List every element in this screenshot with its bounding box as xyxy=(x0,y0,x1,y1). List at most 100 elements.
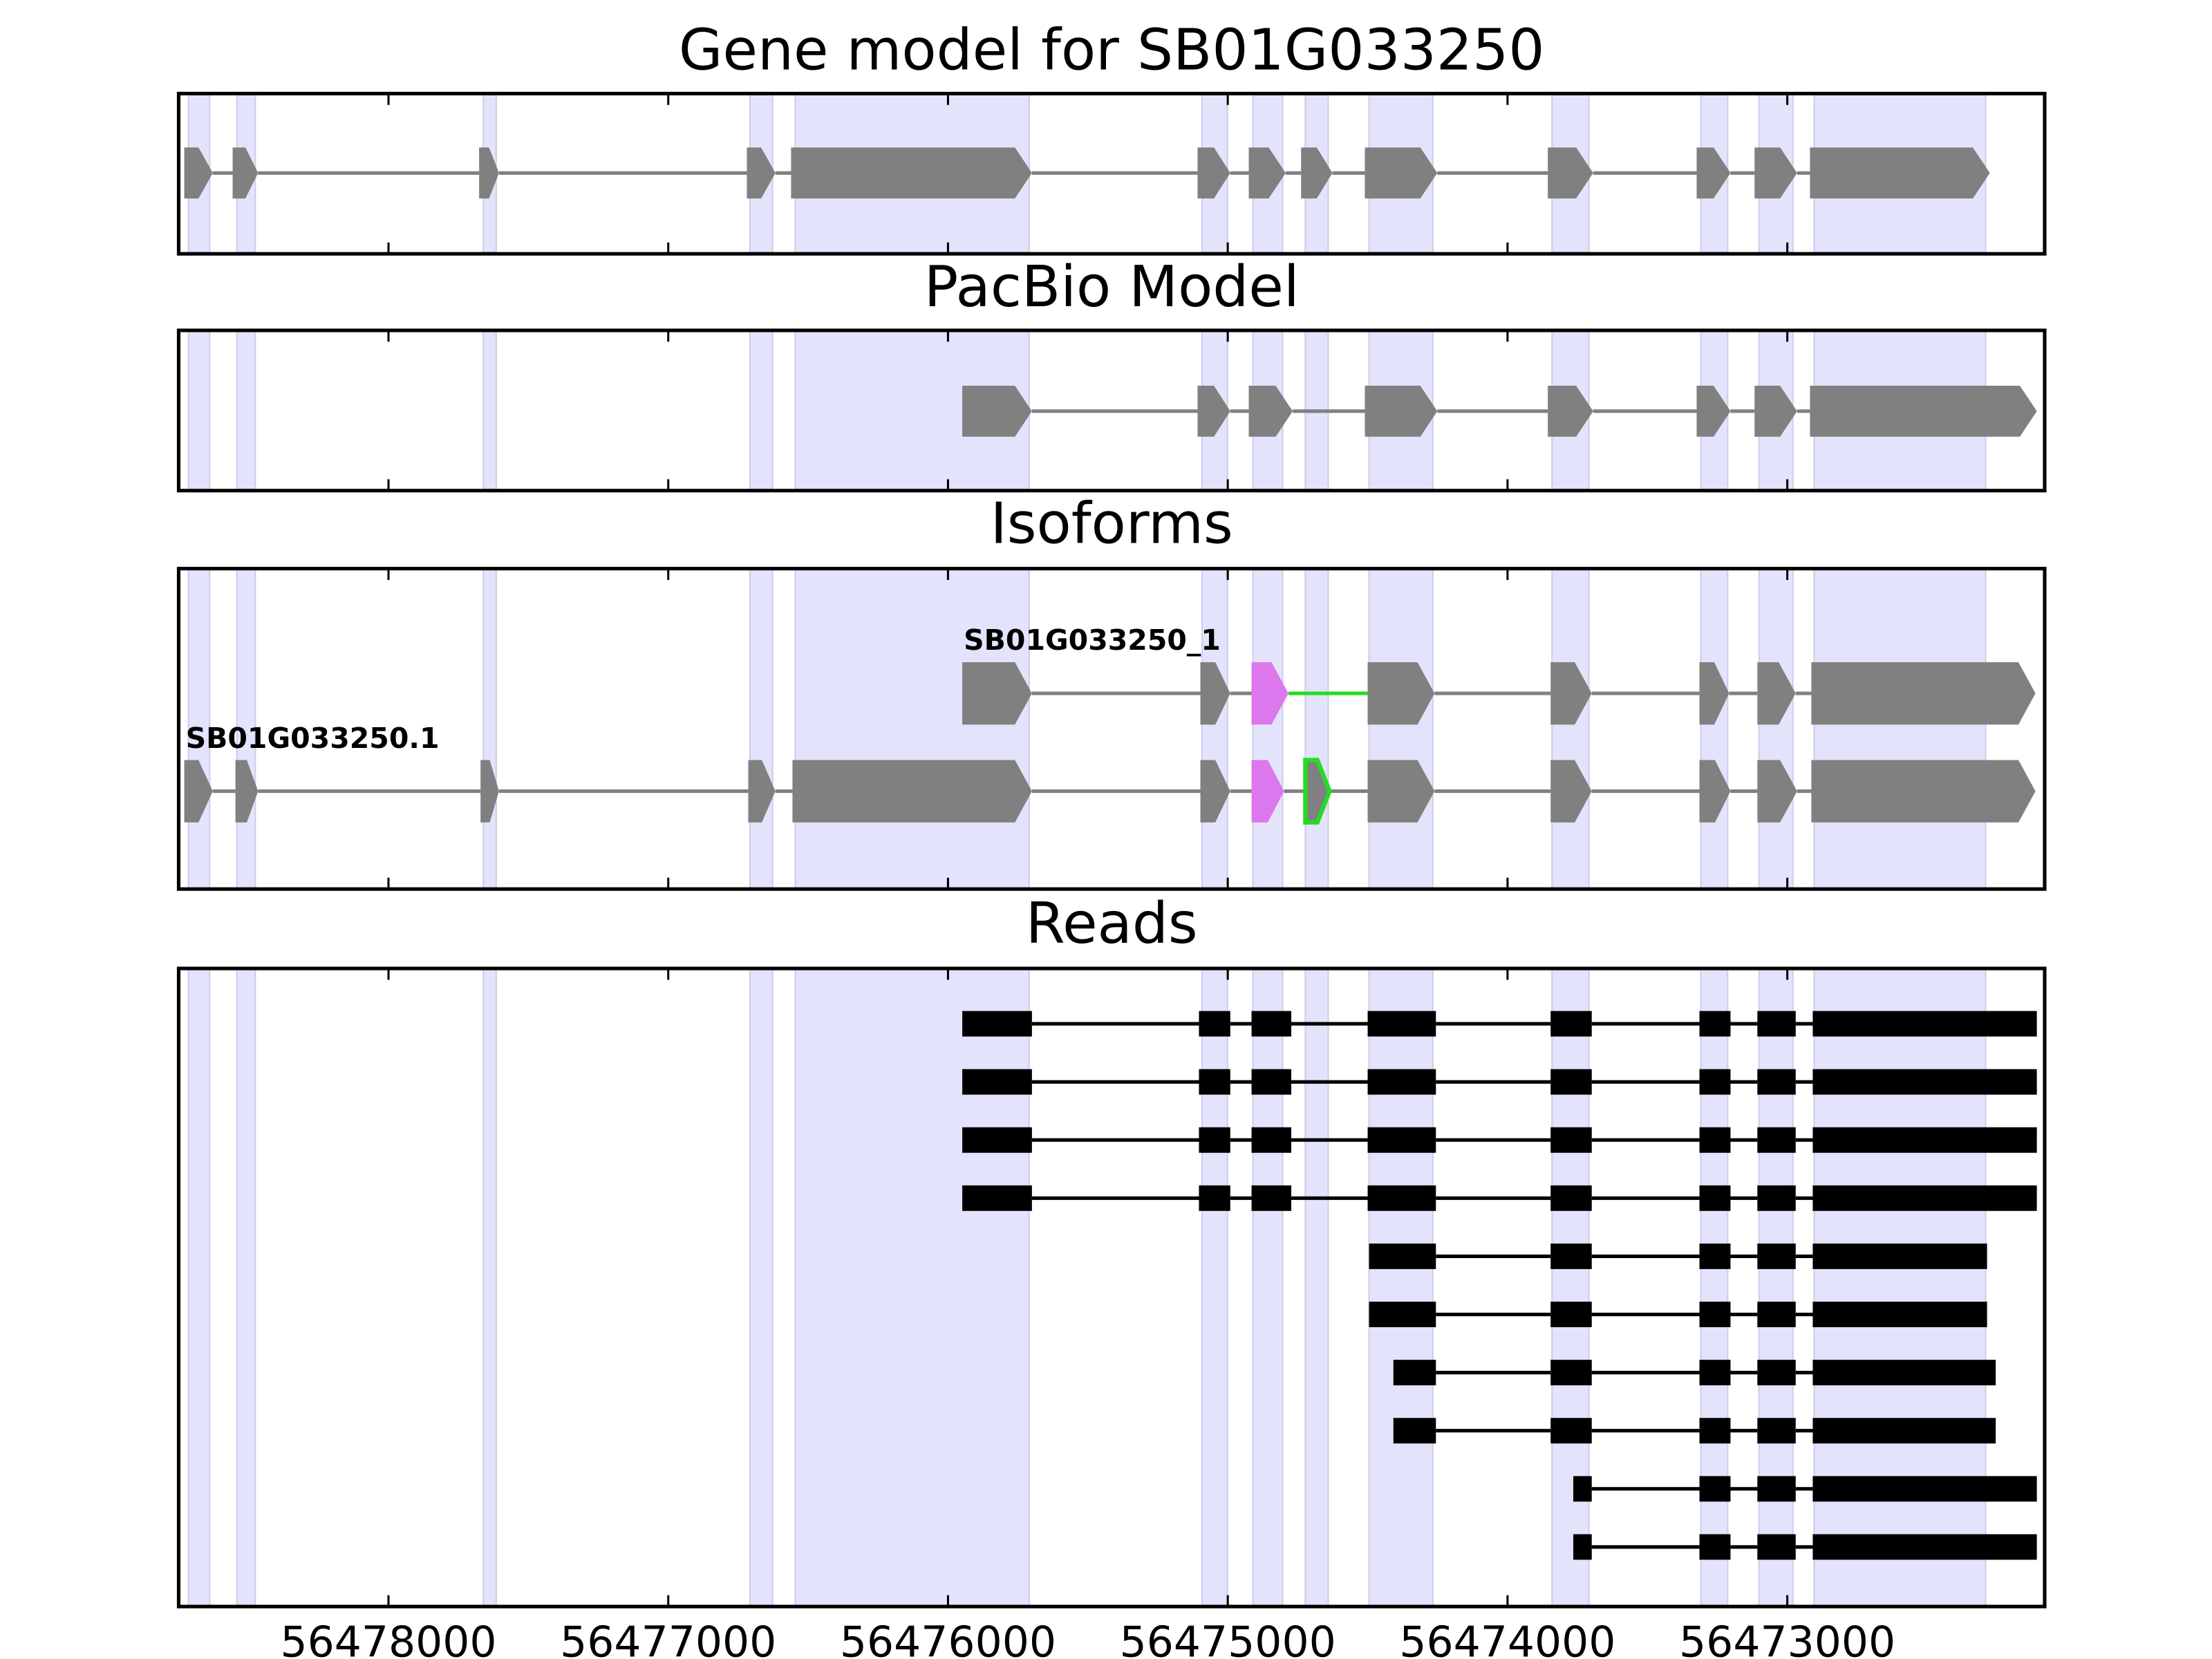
highlight-region xyxy=(1304,967,1329,1608)
read-block xyxy=(1550,1069,1592,1095)
exon xyxy=(480,760,499,823)
read-block xyxy=(1199,1185,1230,1211)
read-block xyxy=(1699,1069,1731,1095)
read-block xyxy=(1757,1360,1796,1386)
panel-frame xyxy=(176,91,2047,256)
read-block xyxy=(1550,1011,1592,1037)
read-block xyxy=(1367,1185,1436,1211)
read-block xyxy=(1812,1476,2037,1502)
panel-title: Gene model for SB01G033250 xyxy=(679,17,1545,83)
read-block xyxy=(1699,1243,1731,1269)
read-block xyxy=(1550,1185,1592,1211)
highlight-region xyxy=(1551,967,1590,1608)
read-block xyxy=(1699,1360,1731,1386)
exon xyxy=(1248,385,1293,437)
read-block xyxy=(1757,1476,1796,1502)
highlight-region xyxy=(1252,967,1284,1608)
read-block xyxy=(1199,1069,1230,1095)
exon xyxy=(748,760,776,823)
exon xyxy=(232,147,259,199)
read-block xyxy=(1812,1302,1987,1327)
read-block xyxy=(1367,1011,1436,1037)
exon xyxy=(1754,147,1797,199)
exon xyxy=(962,385,1032,437)
exon xyxy=(747,147,776,199)
read-block xyxy=(1251,1185,1292,1211)
exon xyxy=(1811,760,2036,823)
highlight-region xyxy=(1700,967,1729,1608)
exon xyxy=(1365,147,1438,199)
read-block xyxy=(1550,1243,1592,1269)
read-block xyxy=(962,1069,1032,1095)
read-block xyxy=(1699,1302,1731,1327)
read-block xyxy=(1757,1069,1796,1095)
highlight-region xyxy=(1758,967,1794,1608)
read-block xyxy=(1699,1476,1731,1502)
exon xyxy=(1699,760,1731,823)
read-block xyxy=(962,1011,1032,1037)
read-block xyxy=(1393,1418,1436,1444)
highlight-region xyxy=(1551,568,1590,890)
read-block xyxy=(1812,1243,1987,1269)
highlight-region xyxy=(1201,967,1228,1608)
read-block xyxy=(1393,1360,1436,1386)
exon xyxy=(1367,760,1435,823)
exon xyxy=(1548,147,1593,199)
read-block xyxy=(1812,1127,2037,1153)
highlight-region xyxy=(1813,568,1987,890)
read-block xyxy=(1550,1302,1592,1327)
exon xyxy=(792,760,1032,823)
panel-title: Isoforms xyxy=(991,491,1233,557)
read-block xyxy=(1699,1185,1731,1211)
read-block xyxy=(1757,1534,1796,1560)
highlight-region xyxy=(187,967,211,1608)
exon xyxy=(1251,760,1284,823)
highlight-region xyxy=(1304,568,1329,890)
read-block xyxy=(1812,1011,2037,1037)
exon xyxy=(1367,662,1435,725)
read-block xyxy=(1573,1534,1592,1560)
read-block xyxy=(1812,1418,1996,1444)
highlight-region xyxy=(482,568,497,890)
read-block xyxy=(1199,1127,1230,1153)
exon xyxy=(1757,662,1796,725)
exon xyxy=(1197,385,1230,437)
read-block xyxy=(1757,1011,1796,1037)
exon xyxy=(1550,760,1592,823)
panel-title: PacBio Model xyxy=(924,254,1300,320)
read-block xyxy=(1757,1243,1796,1269)
x-tick-label: 56473000 xyxy=(1679,1618,1895,1659)
read-block xyxy=(1812,1360,1996,1386)
highlight-region xyxy=(1368,568,1434,890)
read-block xyxy=(1369,1243,1436,1269)
highlight-region xyxy=(749,568,774,890)
highlight-region xyxy=(1201,568,1228,890)
read-block xyxy=(1550,1418,1592,1444)
read-block xyxy=(1251,1011,1292,1037)
read-block xyxy=(1550,1127,1592,1153)
read-block xyxy=(1699,1418,1731,1444)
highlight-region xyxy=(482,329,497,491)
read-block xyxy=(1251,1069,1292,1095)
highlight-region xyxy=(794,329,1030,491)
exon xyxy=(184,760,213,823)
x-tick-label: 56477000 xyxy=(560,1618,776,1659)
highlight-region xyxy=(794,568,1030,890)
read-block xyxy=(1550,1360,1592,1386)
exon xyxy=(1811,662,2036,725)
highlight-region xyxy=(187,329,211,491)
exon xyxy=(1550,662,1592,725)
exon xyxy=(791,147,1032,199)
highlight-region xyxy=(1758,568,1794,890)
highlight-region xyxy=(1700,568,1729,890)
panel-frame xyxy=(176,966,2047,1609)
read-block xyxy=(1369,1302,1436,1327)
exon xyxy=(1303,758,1332,825)
exon xyxy=(479,147,499,199)
exon xyxy=(1810,385,2037,437)
highlight-region xyxy=(749,967,774,1608)
exon xyxy=(1699,662,1730,725)
exon xyxy=(1757,760,1797,823)
read-block xyxy=(962,1185,1032,1211)
